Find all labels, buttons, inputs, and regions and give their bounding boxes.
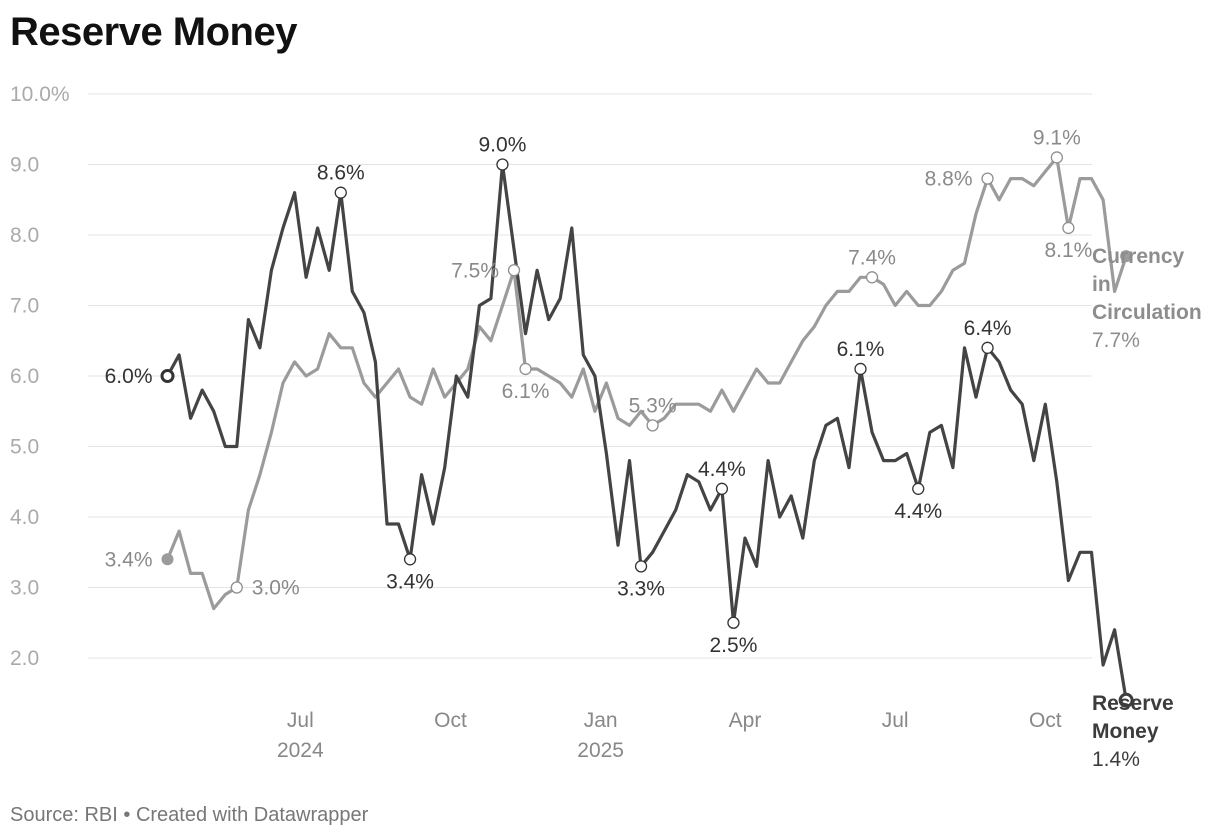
x-tick-label: Oct	[434, 709, 467, 732]
annotation-label: 6.1%	[837, 338, 885, 361]
end-labels: Currency in Circulation 7.7% Reserve Money 1.4…	[1092, 245, 1202, 771]
annotation-marker	[981, 172, 994, 185]
annotation-label: 5.3%	[629, 394, 677, 417]
annotation-label: 6.0%	[105, 365, 153, 388]
annotation-label: 7.4%	[848, 246, 896, 269]
annotations: 3.4% 3.0% 7.5% 6.1% 5.3% 7.4% 8.8% 9.1% 8.1% 6.0%…	[105, 126, 1093, 656]
annotation-marker	[912, 482, 925, 495]
end-point-marker-reserve-money	[1118, 692, 1134, 708]
annotation-marker	[865, 271, 879, 284]
x-tick-label: Oct	[1029, 709, 1062, 732]
series-name-label: Money	[1092, 720, 1159, 743]
x-tick-label: Jul	[287, 709, 314, 732]
y-tick-label: 4.0	[10, 506, 39, 529]
annotation-label: 9.1%	[1033, 126, 1081, 149]
y-tick-label: 5.0	[10, 436, 39, 459]
annotation-marker	[854, 362, 867, 376]
annotation-marker	[981, 341, 994, 354]
annotation-marker	[646, 419, 659, 432]
annotation-marker	[1062, 221, 1075, 235]
annotation-label: 4.4%	[698, 458, 746, 481]
series-line-currency-in-circulation	[165, 155, 1128, 611]
y-tick-label: 7.0	[10, 295, 39, 318]
y-tick-label: 2.0	[10, 647, 39, 670]
annotation-label: 3.4%	[386, 570, 434, 593]
series-last-value: 1.4%	[1092, 748, 1140, 771]
annotation-label: 3.3%	[617, 577, 665, 600]
series-name-label: in	[1092, 273, 1111, 296]
gridlines	[88, 93, 1092, 659]
series-name-label: Reserve	[1092, 692, 1174, 715]
start-point-marker	[161, 553, 174, 566]
annotation-marker	[403, 553, 417, 566]
y-tick-label: 10.0%	[10, 83, 70, 106]
series-line-reserve-money	[165, 162, 1128, 702]
annotation-label: 2.5%	[710, 634, 758, 657]
annotation-marker	[634, 560, 648, 573]
annotation-label: 9.0%	[479, 134, 527, 157]
annotation-label: 8.8%	[925, 168, 973, 191]
series-last-value: 7.7%	[1092, 329, 1140, 352]
x-tick-year: 2025	[577, 739, 624, 762]
y-tick-label: 6.0	[10, 365, 39, 388]
series-name-label: Currency	[1092, 245, 1185, 268]
annotation-marker	[334, 186, 347, 199]
annotation-label: 7.5%	[451, 259, 499, 282]
x-tick-label: Jul	[882, 709, 909, 732]
source-note: Source: RBI • Created with Datawrapper	[10, 804, 369, 826]
annotation-label: 8.6%	[317, 162, 365, 185]
start-point-marker	[160, 369, 175, 383]
line-chart: 2.0 3.0 4.0 5.0 6.0 7.0 8.0 9.0 10.0% Jul 2024 Oct…	[10, 83, 1202, 771]
x-axis-ticks: Jul 2024 Oct Jan 2025 Apr Jul Oct	[277, 709, 1062, 762]
annotation-marker	[1050, 151, 1063, 164]
annotation-label: 8.1%	[1044, 239, 1092, 262]
annotation-label: 3.4%	[105, 548, 153, 571]
annotation-label: 3.0%	[252, 577, 300, 600]
annotation-label: 6.4%	[964, 317, 1012, 340]
annotation-marker	[496, 158, 509, 171]
annotation-marker	[230, 581, 243, 594]
annotation-marker	[519, 362, 532, 376]
y-tick-label: 9.0	[10, 154, 39, 177]
x-tick-year: 2024	[277, 739, 324, 762]
annotation-label: 4.4%	[894, 500, 942, 523]
annotation-marker	[715, 482, 729, 495]
y-tick-label: 8.0	[10, 224, 39, 247]
y-tick-label: 3.0	[10, 577, 39, 600]
chart-title: Reserve Money	[10, 10, 297, 54]
series-name-label: Circulation	[1092, 301, 1202, 324]
x-tick-label: Jan	[584, 709, 618, 732]
y-axis-ticks: 2.0 3.0 4.0 5.0 6.0 7.0 8.0 9.0 10.0%	[10, 83, 70, 670]
series-lines	[165, 155, 1128, 702]
annotation-label: 6.1%	[502, 380, 550, 403]
end-point-marker-currency	[1120, 250, 1133, 263]
annotation-marker	[507, 264, 521, 277]
annotation-marker	[727, 616, 740, 629]
x-tick-label: Apr	[729, 709, 762, 732]
